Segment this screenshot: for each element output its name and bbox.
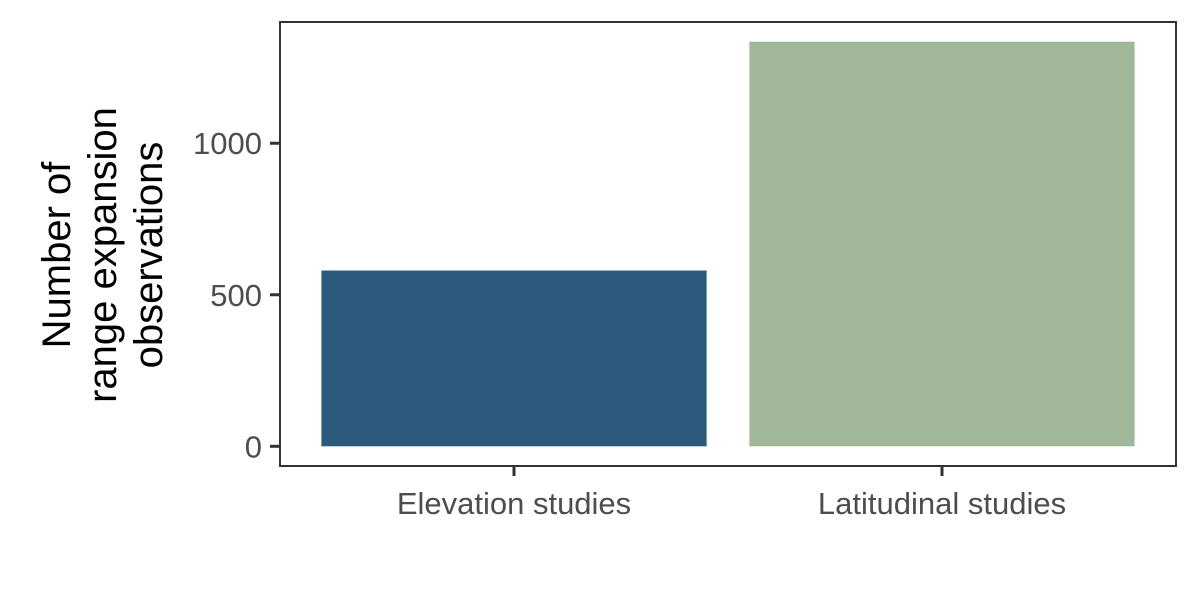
- bar-elevation-studies: [321, 270, 707, 447]
- bars-layer: [321, 41, 1135, 447]
- y-axis-title-line: Number of: [35, 161, 79, 349]
- y-tick-label: 0: [245, 429, 262, 464]
- plot-panel: [279, 21, 1177, 467]
- y-axis-title: Number ofrange expansionobservations: [35, 107, 171, 403]
- y-axis: 0 500 1000: [193, 126, 280, 464]
- y-tick-label: 1000: [193, 126, 262, 161]
- y-tick-label: 500: [210, 278, 262, 313]
- x-tick-label: Elevation studies: [397, 486, 631, 521]
- y-axis-title-line: range expansion: [81, 107, 125, 403]
- x-tick-label: Latitudinal studies: [818, 486, 1066, 521]
- y-axis-title-line: observations: [127, 142, 171, 369]
- bar-latitudinal-studies: [749, 41, 1135, 447]
- x-axis: Elevation studies Latitudinal studies: [397, 466, 1066, 521]
